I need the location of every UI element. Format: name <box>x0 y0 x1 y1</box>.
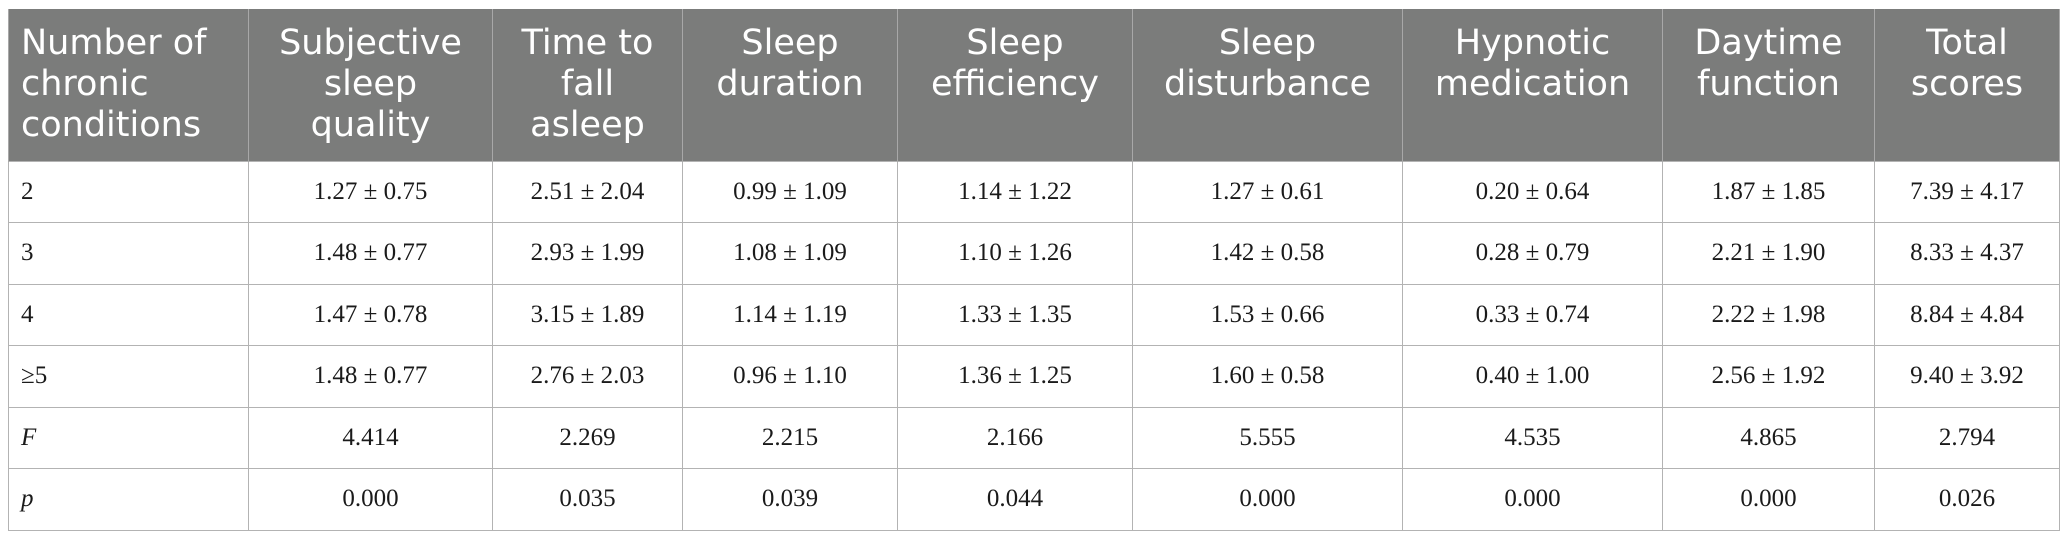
table-cell: 8.84 ± 4.84 <box>1874 283 2060 346</box>
table-cell: 3.15 ± 1.89 <box>492 283 683 346</box>
header-cell-subjective-sleep-quality: Subjective sleep quality <box>248 9 493 161</box>
table-cell: 5.555 <box>1132 406 1403 469</box>
table-cell: 1.08 ± 1.09 <box>682 222 898 285</box>
table-cell: 1.47 ± 0.78 <box>248 283 493 346</box>
table-cell: 0.33 ± 0.74 <box>1402 283 1663 346</box>
row-label-cell: 2 <box>8 160 249 223</box>
table-container: Number of chronic conditions Subjective … <box>8 9 2060 531</box>
table-cell: 1.48 ± 0.77 <box>248 345 493 408</box>
table-row: F 4.414 2.269 2.215 2.166 5.555 4.535 4.… <box>8 406 2060 469</box>
table-cell: 0.044 <box>897 468 1133 531</box>
table-row: p 0.000 0.035 0.039 0.044 0.000 0.000 0.… <box>8 468 2060 531</box>
row-label-cell: 4 <box>8 283 249 346</box>
sleep-quality-table: Number of chronic conditions Subjective … <box>8 9 2060 531</box>
table-cell: 0.28 ± 0.79 <box>1402 222 1663 285</box>
table-cell: 2.76 ± 2.03 <box>492 345 683 408</box>
row-label-cell: F <box>8 406 249 469</box>
header-row: Number of chronic conditions Subjective … <box>8 9 2060 161</box>
table-row: 2 1.27 ± 0.75 2.51 ± 2.04 0.99 ± 1.09 1.… <box>8 160 2060 223</box>
table-cell: 0.20 ± 0.64 <box>1402 160 1663 223</box>
table-cell: 0.96 ± 1.10 <box>682 345 898 408</box>
table-cell: 1.10 ± 1.26 <box>897 222 1133 285</box>
table-cell: 2.794 <box>1874 406 2060 469</box>
table-cell: 0.000 <box>248 468 493 531</box>
table-row: 3 1.48 ± 0.77 2.93 ± 1.99 1.08 ± 1.09 1.… <box>8 222 2060 285</box>
table-cell: 1.87 ± 1.85 <box>1662 160 1875 223</box>
table-cell: 2.21 ± 1.90 <box>1662 222 1875 285</box>
header-cell-daytime-function: Daytime function <box>1662 9 1875 161</box>
table-cell: 0.000 <box>1402 468 1663 531</box>
header-cell-sleep-efficiency: Sleep efficiency <box>897 9 1133 161</box>
table-row: ≥5 1.48 ± 0.77 2.76 ± 2.03 0.96 ± 1.10 1… <box>8 345 2060 408</box>
table-cell: 0.000 <box>1132 468 1403 531</box>
table-cell: 1.48 ± 0.77 <box>248 222 493 285</box>
table-cell: 1.36 ± 1.25 <box>897 345 1133 408</box>
table-row: 4 1.47 ± 0.78 3.15 ± 1.89 1.14 ± 1.19 1.… <box>8 283 2060 346</box>
table-cell: 1.14 ± 1.19 <box>682 283 898 346</box>
table-cell: 0.40 ± 1.00 <box>1402 345 1663 408</box>
table-cell: 1.60 ± 0.58 <box>1132 345 1403 408</box>
table-cell: 7.39 ± 4.17 <box>1874 160 2060 223</box>
table-cell: 1.53 ± 0.66 <box>1132 283 1403 346</box>
table-cell: 1.33 ± 1.35 <box>897 283 1133 346</box>
table-cell: 8.33 ± 4.37 <box>1874 222 2060 285</box>
table-cell: 9.40 ± 3.92 <box>1874 345 2060 408</box>
table-cell: 0.000 <box>1662 468 1875 531</box>
row-label-cell: ≥5 <box>8 345 249 408</box>
table-cell: 2.269 <box>492 406 683 469</box>
table-cell: 0.026 <box>1874 468 2060 531</box>
table-body: 2 1.27 ± 0.75 2.51 ± 2.04 0.99 ± 1.09 1.… <box>8 160 2060 531</box>
table-cell: 2.56 ± 1.92 <box>1662 345 1875 408</box>
header-cell-time-to-fall-asleep: Time to fall asleep <box>492 9 683 161</box>
table-cell: 0.039 <box>682 468 898 531</box>
table-cell: 2.215 <box>682 406 898 469</box>
table-cell: 1.27 ± 0.75 <box>248 160 493 223</box>
row-label-cell: 3 <box>8 222 249 285</box>
table-cell: 1.14 ± 1.22 <box>897 160 1133 223</box>
table-cell: 1.42 ± 0.58 <box>1132 222 1403 285</box>
table-cell: 2.166 <box>897 406 1133 469</box>
table-cell: 2.93 ± 1.99 <box>492 222 683 285</box>
header-cell-sleep-disturbance: Sleep disturbance <box>1132 9 1403 161</box>
table-cell: 2.51 ± 2.04 <box>492 160 683 223</box>
header-cell-total-scores: Total scores <box>1874 9 2060 161</box>
header-cell-chronic-conditions: Number of chronic conditions <box>8 9 249 161</box>
table-cell: 2.22 ± 1.98 <box>1662 283 1875 346</box>
table-header: Number of chronic conditions Subjective … <box>8 9 2060 161</box>
header-cell-sleep-duration: Sleep duration <box>682 9 898 161</box>
header-cell-hypnotic-medication: Hypnotic medication <box>1402 9 1663 161</box>
table-cell: 0.99 ± 1.09 <box>682 160 898 223</box>
table-cell: 4.535 <box>1402 406 1663 469</box>
table-cell: 4.414 <box>248 406 493 469</box>
table-cell: 1.27 ± 0.61 <box>1132 160 1403 223</box>
table-cell: 0.035 <box>492 468 683 531</box>
table-cell: 4.865 <box>1662 406 1875 469</box>
row-label-cell: p <box>8 468 249 531</box>
